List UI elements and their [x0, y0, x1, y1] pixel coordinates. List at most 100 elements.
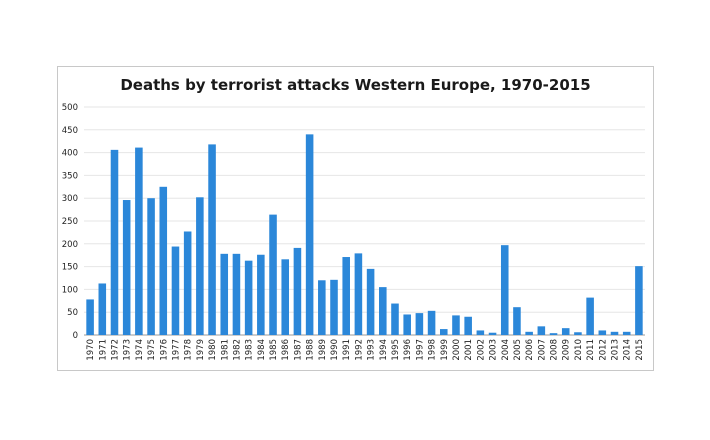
- bar: [586, 297, 594, 335]
- x-tick-label: 1981: [220, 339, 230, 361]
- bar: [86, 299, 94, 335]
- x-tick-label: 2003: [489, 339, 499, 361]
- bar: [635, 266, 643, 335]
- y-tick-label: 0: [73, 331, 78, 341]
- bar: [281, 259, 290, 335]
- x-tick-label: 1999: [440, 339, 450, 361]
- bar: [452, 315, 460, 335]
- chart-title: Deaths by terrorist attacks Western Euro…: [120, 76, 591, 94]
- x-tick-label: 1973: [123, 339, 133, 361]
- x-tick-label: 2006: [525, 339, 535, 361]
- bar: [244, 260, 253, 335]
- x-tick-label: 1997: [415, 339, 425, 361]
- x-tick-label: 1990: [330, 339, 340, 361]
- bar: [354, 253, 363, 335]
- bar: [464, 316, 472, 335]
- bar: [403, 314, 411, 335]
- bar: [147, 198, 155, 335]
- bar: [622, 331, 631, 335]
- x-tick-label: 1985: [269, 339, 279, 361]
- x-tick-label: 1991: [342, 339, 352, 361]
- bar: [537, 326, 546, 335]
- y-tick-label: 150: [62, 263, 78, 273]
- bar: [257, 254, 265, 335]
- x-tick-label: 2012: [598, 339, 608, 361]
- bar: [171, 246, 180, 335]
- x-tick-label: 1975: [147, 339, 157, 361]
- x-tick-label: 1984: [257, 339, 267, 361]
- bar: [574, 332, 582, 335]
- bar: [610, 331, 619, 335]
- x-tick-label: 2005: [513, 339, 523, 361]
- bar: [135, 147, 143, 335]
- bar: [427, 310, 436, 335]
- x-tick-label: 1974: [135, 339, 145, 361]
- bar: [330, 279, 338, 335]
- bar: [391, 303, 399, 335]
- bar: [525, 331, 533, 335]
- x-tick-label: 1995: [391, 339, 401, 361]
- x-tick-label: 2014: [623, 339, 633, 361]
- bar: [98, 283, 107, 335]
- bar: [342, 257, 350, 335]
- y-tick-label: 350: [62, 171, 78, 181]
- y-tick-label: 500: [62, 103, 78, 113]
- x-tick-label: 1988: [306, 339, 316, 361]
- x-tick-label: 1980: [208, 339, 218, 361]
- bar: [110, 149, 119, 335]
- x-tick-label: 1996: [403, 339, 413, 361]
- x-tick-label: 1979: [196, 339, 206, 361]
- y-tick-label: 300: [62, 194, 78, 204]
- x-tick-label: 1998: [428, 339, 438, 361]
- bar: [500, 245, 509, 335]
- x-tick-label: 1986: [281, 339, 291, 361]
- bar: [318, 280, 326, 335]
- x-tick-label: 1970: [86, 339, 96, 361]
- x-tick-label: 2007: [537, 339, 547, 361]
- bar: [232, 253, 241, 335]
- y-tick-label: 450: [62, 126, 78, 136]
- bar: [269, 214, 277, 335]
- x-tick-label: 1987: [293, 339, 303, 361]
- y-tick-label: 250: [62, 217, 78, 227]
- bar: [366, 268, 375, 335]
- x-tick-label: 2009: [562, 339, 572, 361]
- x-tick-label: 1983: [245, 339, 255, 361]
- x-tick-label: 1989: [318, 339, 328, 361]
- y-tick-label: 200: [62, 240, 78, 250]
- bar: [122, 200, 131, 335]
- x-tick-label: 2011: [586, 339, 596, 361]
- x-tick-label: 1978: [184, 339, 194, 361]
- y-tick-label: 100: [62, 285, 78, 295]
- bar: [476, 330, 485, 335]
- bar: [561, 328, 570, 335]
- bar: [305, 134, 314, 335]
- bar: [488, 332, 497, 335]
- bar: [513, 307, 521, 335]
- y-tick-label: 400: [62, 149, 78, 159]
- x-tick-label: 2004: [501, 339, 511, 361]
- bar: [208, 144, 216, 335]
- x-tick-label: 2002: [476, 339, 486, 361]
- bar: [220, 253, 229, 335]
- y-tick-label: 50: [67, 308, 78, 318]
- chart-frame: Deaths by terrorist attacks Western Euro…: [57, 66, 654, 371]
- x-tick-label: 1976: [159, 339, 169, 361]
- x-tick-label: 2013: [611, 339, 621, 361]
- bar: [196, 197, 204, 335]
- bar: [293, 247, 302, 335]
- bar: [379, 287, 387, 335]
- bar: [159, 186, 168, 335]
- x-tick-label: 1993: [367, 339, 377, 361]
- x-tick-label: 1972: [110, 339, 120, 361]
- x-tick-label: 2015: [635, 339, 645, 361]
- bar: [439, 329, 448, 335]
- x-tick-label: 1982: [232, 339, 242, 361]
- x-tick-label: 2010: [574, 339, 584, 361]
- x-tick-label: 1977: [171, 339, 181, 361]
- bar: [598, 330, 607, 335]
- x-tick-label: 2000: [452, 339, 462, 361]
- x-tick-label: 2001: [464, 339, 474, 361]
- x-tick-label: 1971: [98, 339, 108, 361]
